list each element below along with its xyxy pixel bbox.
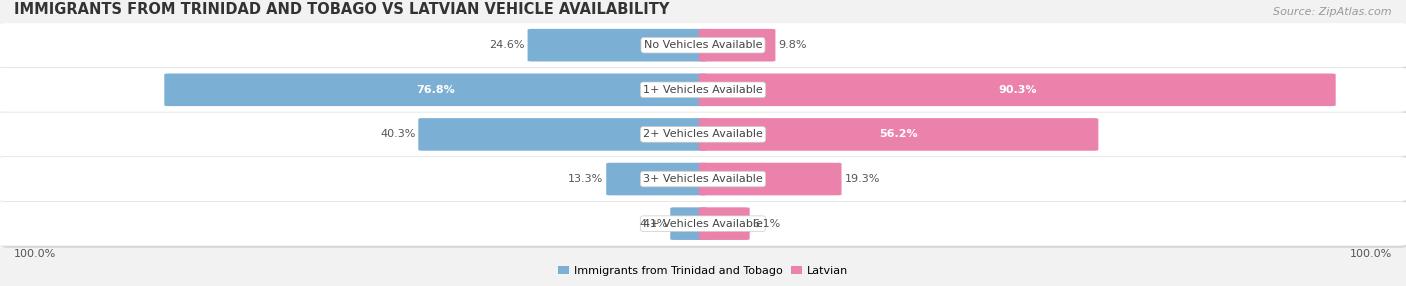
- Text: No Vehicles Available: No Vehicles Available: [644, 40, 762, 50]
- FancyBboxPatch shape: [0, 68, 1406, 112]
- FancyBboxPatch shape: [165, 74, 707, 106]
- Text: 3+ Vehicles Available: 3+ Vehicles Available: [643, 174, 763, 184]
- FancyBboxPatch shape: [3, 158, 1406, 203]
- FancyBboxPatch shape: [699, 207, 749, 240]
- FancyBboxPatch shape: [0, 112, 1406, 156]
- Text: 19.3%: 19.3%: [845, 174, 880, 184]
- Legend: Immigrants from Trinidad and Tobago, Latvian: Immigrants from Trinidad and Tobago, Lat…: [554, 261, 852, 281]
- Text: 9.8%: 9.8%: [779, 40, 807, 50]
- Text: 100.0%: 100.0%: [14, 249, 56, 259]
- FancyBboxPatch shape: [671, 207, 707, 240]
- FancyBboxPatch shape: [3, 24, 1406, 69]
- FancyBboxPatch shape: [3, 203, 1406, 248]
- Text: 4+ Vehicles Available: 4+ Vehicles Available: [643, 219, 763, 229]
- Text: 4.1%: 4.1%: [640, 219, 668, 229]
- FancyBboxPatch shape: [3, 69, 1406, 114]
- FancyBboxPatch shape: [527, 29, 707, 61]
- FancyBboxPatch shape: [0, 157, 1406, 201]
- Text: 2+ Vehicles Available: 2+ Vehicles Available: [643, 130, 763, 139]
- FancyBboxPatch shape: [0, 202, 1406, 246]
- FancyBboxPatch shape: [419, 118, 707, 151]
- Text: 1+ Vehicles Available: 1+ Vehicles Available: [643, 85, 763, 95]
- Text: 24.6%: 24.6%: [489, 40, 524, 50]
- Text: 100.0%: 100.0%: [1350, 249, 1392, 259]
- FancyBboxPatch shape: [0, 23, 1406, 67]
- FancyBboxPatch shape: [3, 114, 1406, 159]
- Text: 90.3%: 90.3%: [998, 85, 1036, 95]
- Text: 40.3%: 40.3%: [380, 130, 416, 139]
- FancyBboxPatch shape: [699, 29, 776, 61]
- Text: 13.3%: 13.3%: [568, 174, 603, 184]
- Text: 76.8%: 76.8%: [416, 85, 456, 95]
- Text: Source: ZipAtlas.com: Source: ZipAtlas.com: [1274, 7, 1392, 17]
- FancyBboxPatch shape: [606, 163, 707, 195]
- Text: 6.1%: 6.1%: [752, 219, 780, 229]
- Text: 56.2%: 56.2%: [879, 130, 918, 139]
- FancyBboxPatch shape: [699, 118, 1098, 151]
- FancyBboxPatch shape: [699, 74, 1336, 106]
- Text: IMMIGRANTS FROM TRINIDAD AND TOBAGO VS LATVIAN VEHICLE AVAILABILITY: IMMIGRANTS FROM TRINIDAD AND TOBAGO VS L…: [14, 2, 669, 17]
- FancyBboxPatch shape: [699, 163, 842, 195]
